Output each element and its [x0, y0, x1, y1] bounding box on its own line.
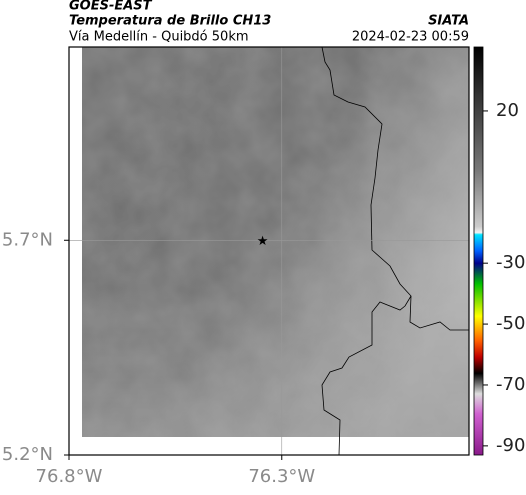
colorbar [473, 46, 484, 456]
y-tick-label: 5.7°N [2, 229, 53, 250]
y-tick-label: 5.2°N [2, 444, 53, 465]
brand: SIATA [428, 14, 469, 29]
x-tick-label: 76.3°W [248, 466, 315, 487]
colorbar-tick-label: -90 [496, 435, 525, 456]
source: GOES-EAST [69, 0, 153, 14]
datetime: 2024-02-23 00:59 [352, 30, 469, 45]
colorbar-tick-label: 20 [496, 100, 519, 121]
map-frame [68, 46, 470, 456]
colorbar-tick-label: -50 [496, 313, 525, 334]
border-line [409, 295, 469, 331]
border-line [321, 46, 412, 456]
imagery-texture [82, 47, 469, 437]
subtitle: Vía Medellín - Quibdó 50km [69, 30, 249, 45]
x-tick-label: 76.8°W [36, 466, 103, 487]
location-marker: ★ [257, 234, 269, 249]
colorbar-tick-label: -30 [496, 252, 525, 273]
title: Temperatura de Brillo CH13 [69, 14, 271, 29]
colorbar-tick-label: -70 [496, 374, 525, 395]
